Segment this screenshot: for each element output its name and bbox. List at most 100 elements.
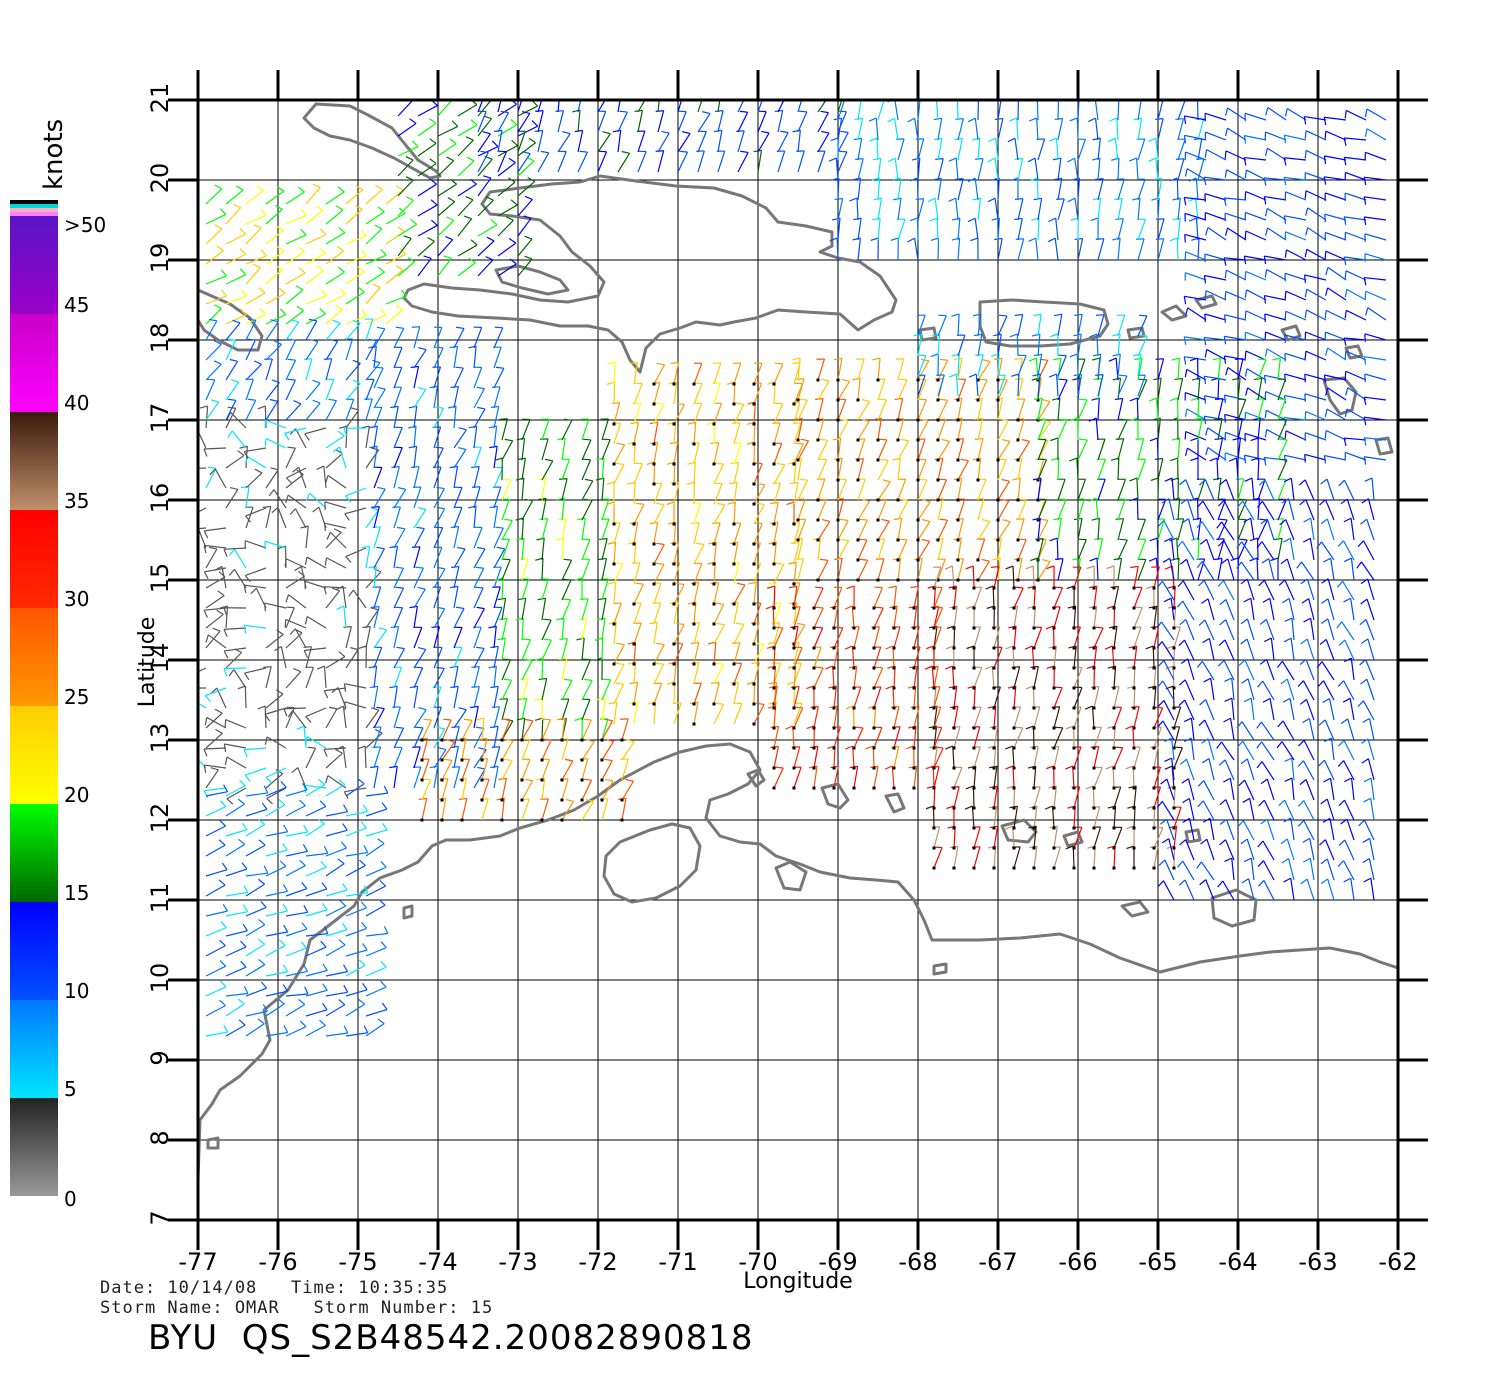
wind-barb — [1108, 625, 1118, 650]
wind-barb — [1088, 117, 1099, 141]
wind-barb — [1340, 498, 1355, 521]
wind-barb — [1088, 417, 1099, 441]
wind-barb — [417, 118, 437, 137]
wind-barb — [1343, 877, 1355, 901]
wind-barb — [916, 538, 931, 562]
wind-barb — [534, 129, 544, 153]
wind-barb — [1027, 585, 1036, 610]
wind-barb — [540, 438, 549, 461]
wind-barb — [305, 183, 321, 205]
wind-barb — [1050, 437, 1059, 461]
wind-barb — [305, 940, 327, 957]
wind-barb — [534, 717, 544, 741]
wind-barb — [885, 685, 896, 710]
wind-barb — [1363, 196, 1387, 205]
wind-barb — [541, 418, 550, 441]
wind-barb — [1325, 347, 1347, 361]
wind-barb — [373, 366, 384, 389]
wind-barb — [316, 665, 327, 689]
wind-barb — [1012, 586, 1024, 610]
wind-barb — [304, 556, 327, 569]
wind-barb — [364, 398, 373, 421]
wind-barb — [1137, 334, 1148, 357]
wind-barb — [332, 446, 347, 469]
wind-barb — [493, 366, 505, 389]
wind-barb — [1282, 598, 1295, 621]
wind-barb — [1180, 498, 1195, 521]
wind-barb — [540, 578, 550, 601]
wind-barb — [1184, 447, 1207, 461]
wind-barb — [1057, 354, 1067, 377]
wind-barb — [1259, 658, 1275, 681]
wind-barb — [1156, 621, 1175, 641]
wind-barb — [1179, 839, 1195, 861]
wind-barb — [964, 805, 976, 830]
wind-barb — [517, 110, 531, 133]
wind-barb — [1212, 357, 1222, 381]
wind-barb — [1280, 678, 1295, 701]
wind-barb — [1298, 479, 1315, 501]
wind-barb — [797, 478, 808, 501]
wind-barb — [672, 642, 684, 666]
wind-barb — [1323, 777, 1335, 801]
wind-barb — [226, 411, 247, 429]
wind-barb — [1238, 659, 1255, 681]
wind-barb — [1303, 857, 1315, 881]
wind-barb — [1303, 115, 1327, 125]
wind-barb — [1304, 248, 1327, 261]
wind-barb — [1196, 560, 1215, 581]
wind-barb — [1169, 237, 1179, 261]
wind-barb — [1069, 417, 1079, 441]
wind-barb — [393, 666, 403, 689]
wind-barb — [621, 739, 635, 761]
wind-barb — [1072, 686, 1083, 710]
wind-barb — [296, 725, 307, 749]
wind-barb — [1284, 310, 1307, 321]
wind-barb — [245, 1004, 268, 1017]
wind-barb — [305, 845, 329, 857]
wind-barb — [245, 507, 267, 523]
wind-barb — [285, 494, 307, 509]
x-axis-label: Longitude — [743, 1269, 852, 1294]
wind-barb — [1030, 665, 1039, 690]
wind-barb — [600, 418, 610, 441]
wind-barb — [988, 137, 999, 161]
wind-barb — [289, 628, 307, 649]
wind-barb — [1264, 428, 1287, 441]
wind-barb — [1136, 238, 1145, 261]
wind-barb — [876, 518, 890, 542]
wind-barb — [1176, 540, 1195, 561]
wind-barb — [477, 100, 493, 117]
wind-barb — [887, 117, 899, 141]
wind-barb — [955, 118, 964, 141]
wind-barb — [1324, 408, 1347, 421]
wind-barb — [1264, 331, 1287, 341]
wind-barb — [205, 708, 223, 729]
wind-barb — [559, 638, 568, 661]
wind-barb — [265, 860, 287, 877]
wind-barb — [1318, 759, 1335, 781]
wind-barb — [305, 1002, 328, 1017]
wind-barb — [931, 826, 941, 850]
wind-barb — [1283, 817, 1295, 841]
wind-barb — [677, 110, 687, 133]
wind-barb — [891, 726, 901, 750]
wind-barb — [285, 446, 296, 469]
wind-barb — [748, 581, 757, 606]
wind-barb — [1237, 498, 1248, 521]
wind-barb — [1171, 357, 1180, 381]
wind-barb — [1201, 758, 1215, 781]
wind-barb — [932, 746, 944, 770]
wind-barb — [887, 665, 896, 690]
wind-barb — [1189, 497, 1199, 521]
wind-barb — [561, 418, 573, 441]
wind-barb — [1243, 156, 1267, 166]
wind-barb — [1111, 686, 1120, 710]
wind-barb — [245, 785, 269, 797]
wind-barb — [429, 385, 439, 409]
wind-barb — [345, 885, 369, 897]
wind-barb — [1088, 605, 1098, 630]
wind-barb — [1015, 238, 1025, 261]
wind-barb — [612, 422, 622, 445]
wind-barb — [1259, 618, 1275, 641]
